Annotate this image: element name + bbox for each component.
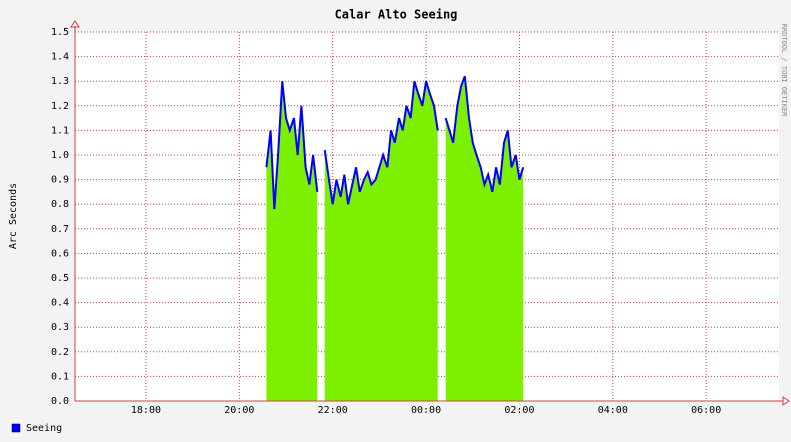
- y-tick-label: 1.2: [51, 101, 69, 112]
- y-tick-label: 0.4: [51, 298, 69, 309]
- line: [265, 81, 319, 210]
- y-tick-label: 1.5: [51, 27, 69, 38]
- marks: [265, 75, 525, 401]
- line: [444, 75, 525, 193]
- y-tick-label: 1.1: [51, 125, 69, 136]
- area: [445, 76, 524, 401]
- legend: Seeing: [11, 423, 62, 434]
- legend-swatch: [11, 423, 21, 433]
- chart-title: Calar Alto Seeing: [335, 8, 458, 22]
- x-tick-label: 00:00: [411, 405, 441, 416]
- y-tick-label: 0.3: [51, 322, 69, 333]
- y-tick-label: 0.9: [51, 175, 69, 186]
- y-tick-label: 0.0: [51, 396, 69, 407]
- x-tick-label: 22:00: [318, 405, 348, 416]
- watermark: RRDTOOL / TOBI OETIKER: [780, 24, 788, 118]
- x-tick-label: 06:00: [691, 405, 721, 416]
- y-tick-label: 0.7: [51, 224, 69, 235]
- y-tick-label: 0.5: [51, 273, 69, 284]
- y-tick-label: 1.3: [51, 76, 69, 87]
- x-tick-label: 04:00: [598, 405, 628, 416]
- line: [323, 80, 439, 205]
- y-tick-label: 0.1: [51, 371, 69, 382]
- x-tick-label: 20:00: [224, 405, 254, 416]
- x-axis-arrow: [782, 396, 790, 406]
- x-tick-label: 02:00: [504, 405, 534, 416]
- y-tick-label: 0.6: [51, 248, 69, 259]
- area: [324, 81, 438, 401]
- y-axis-arrow: [70, 20, 80, 28]
- x-tick-label: 18:00: [131, 405, 161, 416]
- legend-label: Seeing: [26, 423, 62, 434]
- y-tick-label: 0.2: [51, 347, 69, 358]
- y-axis-label: Arc Seconds: [8, 183, 19, 249]
- y-tick-label: 1.4: [51, 52, 69, 63]
- y-tick-label: 0.8: [51, 199, 69, 210]
- axes: [70, 20, 790, 406]
- y-tick-label: 1.0: [51, 150, 69, 161]
